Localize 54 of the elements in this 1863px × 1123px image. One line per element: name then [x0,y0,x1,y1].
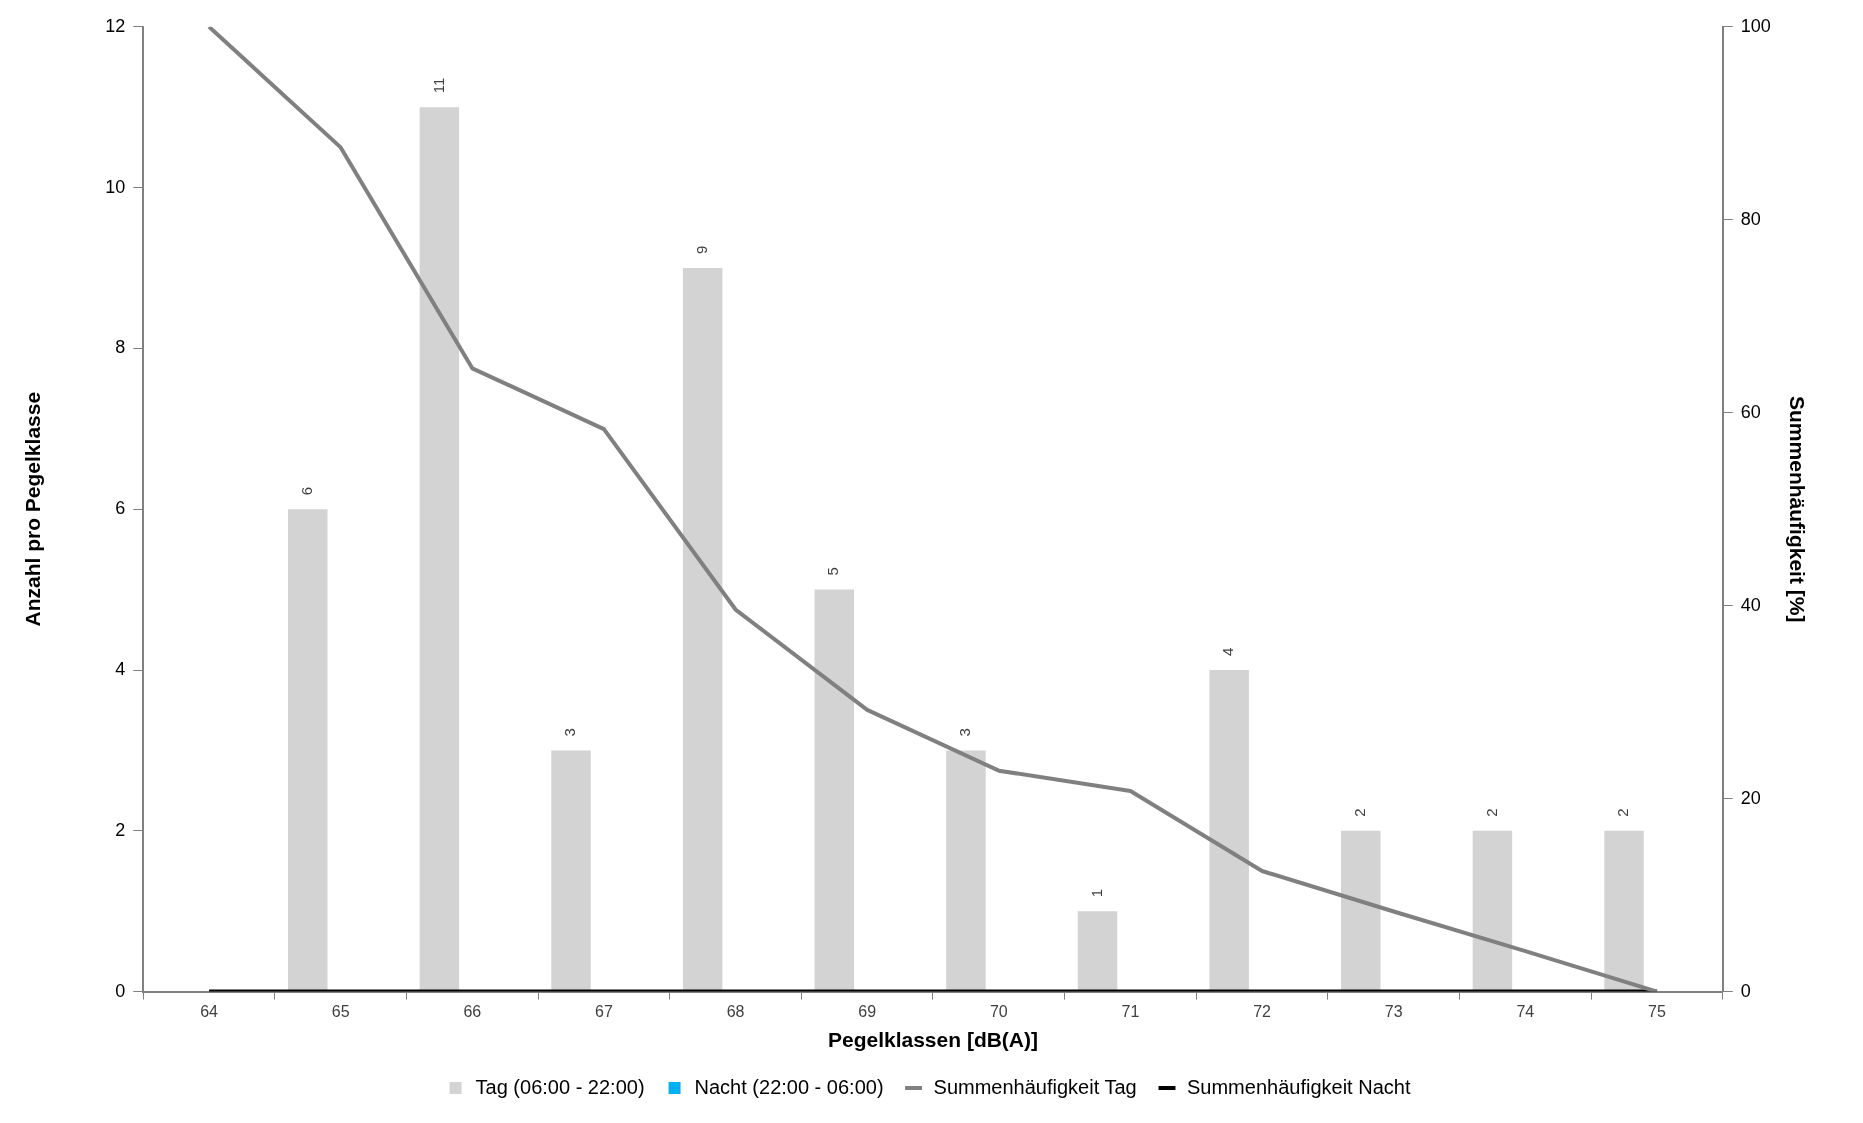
data-label: 3 [956,728,974,737]
legend-label: Tag (06:00 - 22:00) [475,1075,645,1098]
legend-label: Summenhäufigkeit Nacht [1186,1075,1411,1098]
y2-tick-label: 0 [1740,980,1751,1001]
y2-tick-label: 100 [1740,15,1771,36]
y-tick-label: 0 [115,980,126,1001]
x-tick-label: 65 [331,1002,350,1020]
data-label: 3 [561,728,579,737]
y-tick-label: 2 [115,819,126,840]
x-tick-label: 64 [200,1002,219,1020]
bar [419,107,460,992]
x-tick-label: 66 [463,1002,482,1020]
data-label: 5 [824,567,842,576]
bar [1209,670,1249,992]
y-tick-label: 6 [115,498,126,519]
x-tick-label: 73 [1384,1002,1403,1020]
y-axis-title: Anzahl pro Pegelklasse [21,391,45,627]
bar [288,509,328,992]
y2-tick-label: 20 [1740,787,1761,808]
legend-label: Summenhäufigkeit Tag [933,1075,1137,1098]
x-tick-label: 70 [989,1002,1008,1020]
legend-label: Nacht (22:00 - 06:00) [694,1075,884,1098]
x-axis-title: Pegelklassen [dB(A)] [827,1028,1039,1052]
bar [682,268,723,992]
y-tick-label: 4 [115,658,126,679]
data-label: 11 [429,77,447,94]
data-label: 6 [297,486,315,496]
y2-tick-label: 40 [1740,594,1761,615]
bar [814,589,855,992]
data-label: 2 [1350,808,1368,817]
x-tick-label: 75 [1648,1002,1666,1020]
x-tick-label: 68 [726,1002,745,1020]
bar [1077,911,1118,992]
x-tick-label: 74 [1516,1002,1535,1020]
bar [551,750,591,992]
data-label: 2 [1614,808,1632,817]
y-tick-label: 10 [105,176,126,197]
y2-tick-label: 80 [1740,208,1761,229]
data-label: 4 [1219,647,1237,656]
data-label: 2 [1482,808,1500,817]
y-tick-label: 8 [115,337,126,358]
x-tick-label: 69 [858,1002,877,1020]
x-tick-label: 67 [595,1002,613,1020]
y-tick-label: 12 [105,15,126,36]
bar [1604,830,1644,992]
data-label: 1 [1087,888,1105,898]
x-tick-label: 72 [1253,1002,1272,1020]
bar [1341,830,1381,992]
y2-axis-title: Summenhäufigkeit [%] [1785,396,1809,623]
bar [946,750,986,992]
x-tick-label: 71 [1121,1002,1140,1020]
y2-tick-label: 60 [1740,401,1761,422]
bar [1472,830,1513,992]
data-label: 9 [692,245,710,254]
